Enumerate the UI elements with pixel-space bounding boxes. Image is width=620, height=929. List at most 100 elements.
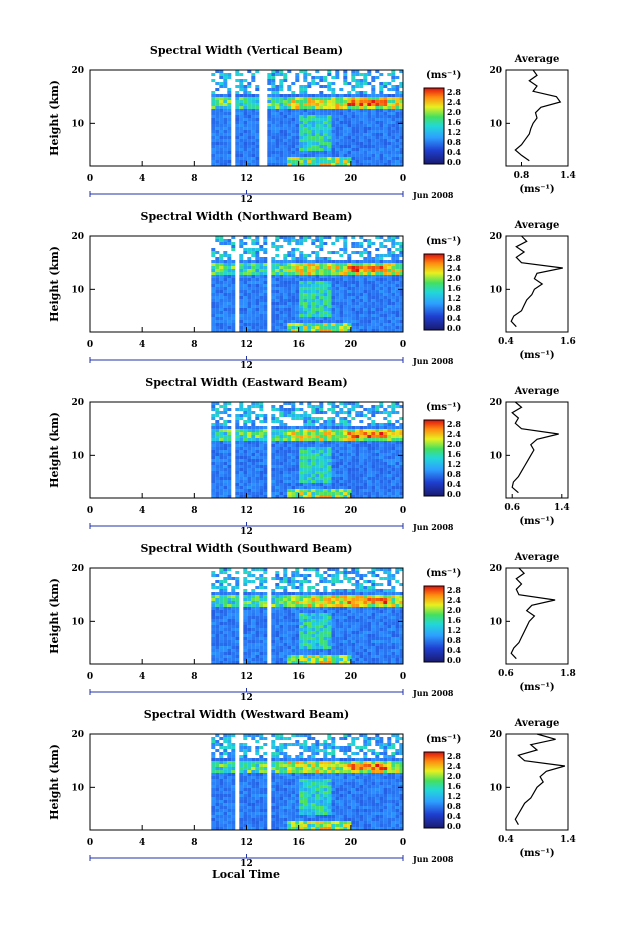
heatmap-cell: [367, 444, 372, 447]
heatmap-cell: [343, 610, 348, 613]
heatmap-cell: [291, 302, 296, 305]
heatmap-cell: [391, 471, 396, 474]
heatmap-cell: [383, 254, 388, 257]
heatmap-cell: [339, 408, 344, 411]
heatmap-cell: [307, 649, 312, 652]
heatmap-cell: [227, 133, 232, 136]
heatmap-cell: [383, 103, 388, 106]
heatmap-cell: [327, 658, 332, 661]
panel-title: Spectral Width (Eastward Beam): [145, 376, 347, 389]
heatmap-cell: [327, 568, 332, 571]
heatmap-cell: [331, 435, 336, 438]
heatmap-cell: [283, 622, 288, 625]
heatmap-cell: [307, 462, 312, 465]
heatmap-cell: [275, 444, 280, 447]
heatmap-cell: [343, 299, 348, 302]
heatmap-cell: [287, 275, 292, 278]
heatmap-cell: [303, 447, 308, 450]
heatmap-cell: [319, 248, 324, 251]
heatmap-cell: [327, 317, 332, 320]
heatmap-cell: [395, 106, 400, 109]
heatmap-cell: [311, 426, 316, 429]
heatmap-cell: [279, 121, 284, 124]
heatmap-cell: [275, 441, 280, 444]
heatmap-cell: [263, 260, 268, 263]
heatmap-cell: [347, 495, 352, 498]
heatmap-cell: [391, 266, 396, 269]
heatmap-cell: [223, 432, 228, 435]
heatmap-cell: [323, 157, 328, 160]
heatmap-cell: [263, 610, 268, 613]
heatmap-cell: [299, 317, 304, 320]
heatmap-cell: [291, 148, 296, 151]
heatmap-cell: [327, 85, 332, 88]
x-tick-label: 0: [87, 506, 93, 516]
heatmap-cell: [219, 329, 224, 332]
heatmap-cell: [219, 462, 224, 465]
heatmap-cell: [283, 133, 288, 136]
heatmap-cell: [339, 97, 344, 100]
heatmap-cell: [287, 118, 292, 121]
heatmap-cell: [259, 314, 264, 317]
heatmap-cell: [347, 130, 352, 133]
heatmap-cell: [235, 121, 240, 124]
heatmap-cell: [223, 486, 228, 489]
heatmap-cell: [311, 655, 316, 658]
heatmap-cell: [391, 239, 396, 242]
heatmap-cell: [291, 405, 296, 408]
heatmap-cell: [387, 287, 392, 290]
heatmap-cell: [239, 480, 244, 483]
heatmap-cell: [215, 112, 220, 115]
heatmap-cell: [287, 281, 292, 284]
heatmap-cell: [299, 236, 304, 239]
heatmap-cell: [355, 477, 360, 480]
heatmap-cell: [383, 411, 388, 414]
heatmap-cell: [295, 456, 300, 459]
avg-y-tick-label: 20: [489, 398, 502, 408]
heatmap-cell: [223, 444, 228, 447]
heatmap-cell: [307, 290, 312, 293]
heatmap-cell: [271, 94, 276, 97]
heatmap-cell: [287, 254, 292, 257]
heatmap-cell: [287, 631, 292, 634]
heatmap-cell: [371, 148, 376, 151]
heatmap-cell: [315, 495, 320, 498]
heatmap-cell: [315, 160, 320, 163]
heatmap-cell: [287, 652, 292, 655]
avg-y-tick-label: 10: [489, 119, 502, 129]
heatmap-cell: [399, 148, 404, 151]
heatmap-cell: [363, 489, 368, 492]
heatmap-cell: [383, 163, 388, 166]
heatmap-cell: [387, 103, 392, 106]
heatmap-cell: [379, 136, 384, 139]
heatmap-cell: [295, 79, 300, 82]
heatmap-cell: [235, 474, 240, 477]
heatmap-cell: [391, 121, 396, 124]
heatmap-cell: [307, 269, 312, 272]
heatmap-cell: [327, 293, 332, 296]
heatmap-cell: [243, 655, 248, 658]
heatmap-cell: [271, 278, 276, 281]
heatmap-cell: [279, 302, 284, 305]
heatmap-cell: [223, 269, 228, 272]
heatmap-cell: [335, 139, 340, 142]
heatmap-cell: [387, 477, 392, 480]
heatmap-cell: [211, 293, 216, 296]
heatmap-cell: [291, 634, 296, 637]
heatmap-cell: [311, 112, 316, 115]
heatmap-cell: [223, 127, 228, 130]
heatmap-cell: [375, 121, 380, 124]
heatmap-cell: [247, 97, 252, 100]
heatmap-cell: [367, 263, 372, 266]
heatmap-cell: [339, 320, 344, 323]
heatmap-cell: [275, 607, 280, 610]
heatmap-cell: [215, 127, 220, 130]
heatmap-cell: [339, 112, 344, 115]
heatmap-cell: [339, 127, 344, 130]
heatmap-cell: [367, 305, 372, 308]
heatmap-cell: [275, 145, 280, 148]
heatmap-cell: [335, 661, 340, 664]
heatmap-cell: [347, 136, 352, 139]
heatmap-cell: [283, 465, 288, 468]
